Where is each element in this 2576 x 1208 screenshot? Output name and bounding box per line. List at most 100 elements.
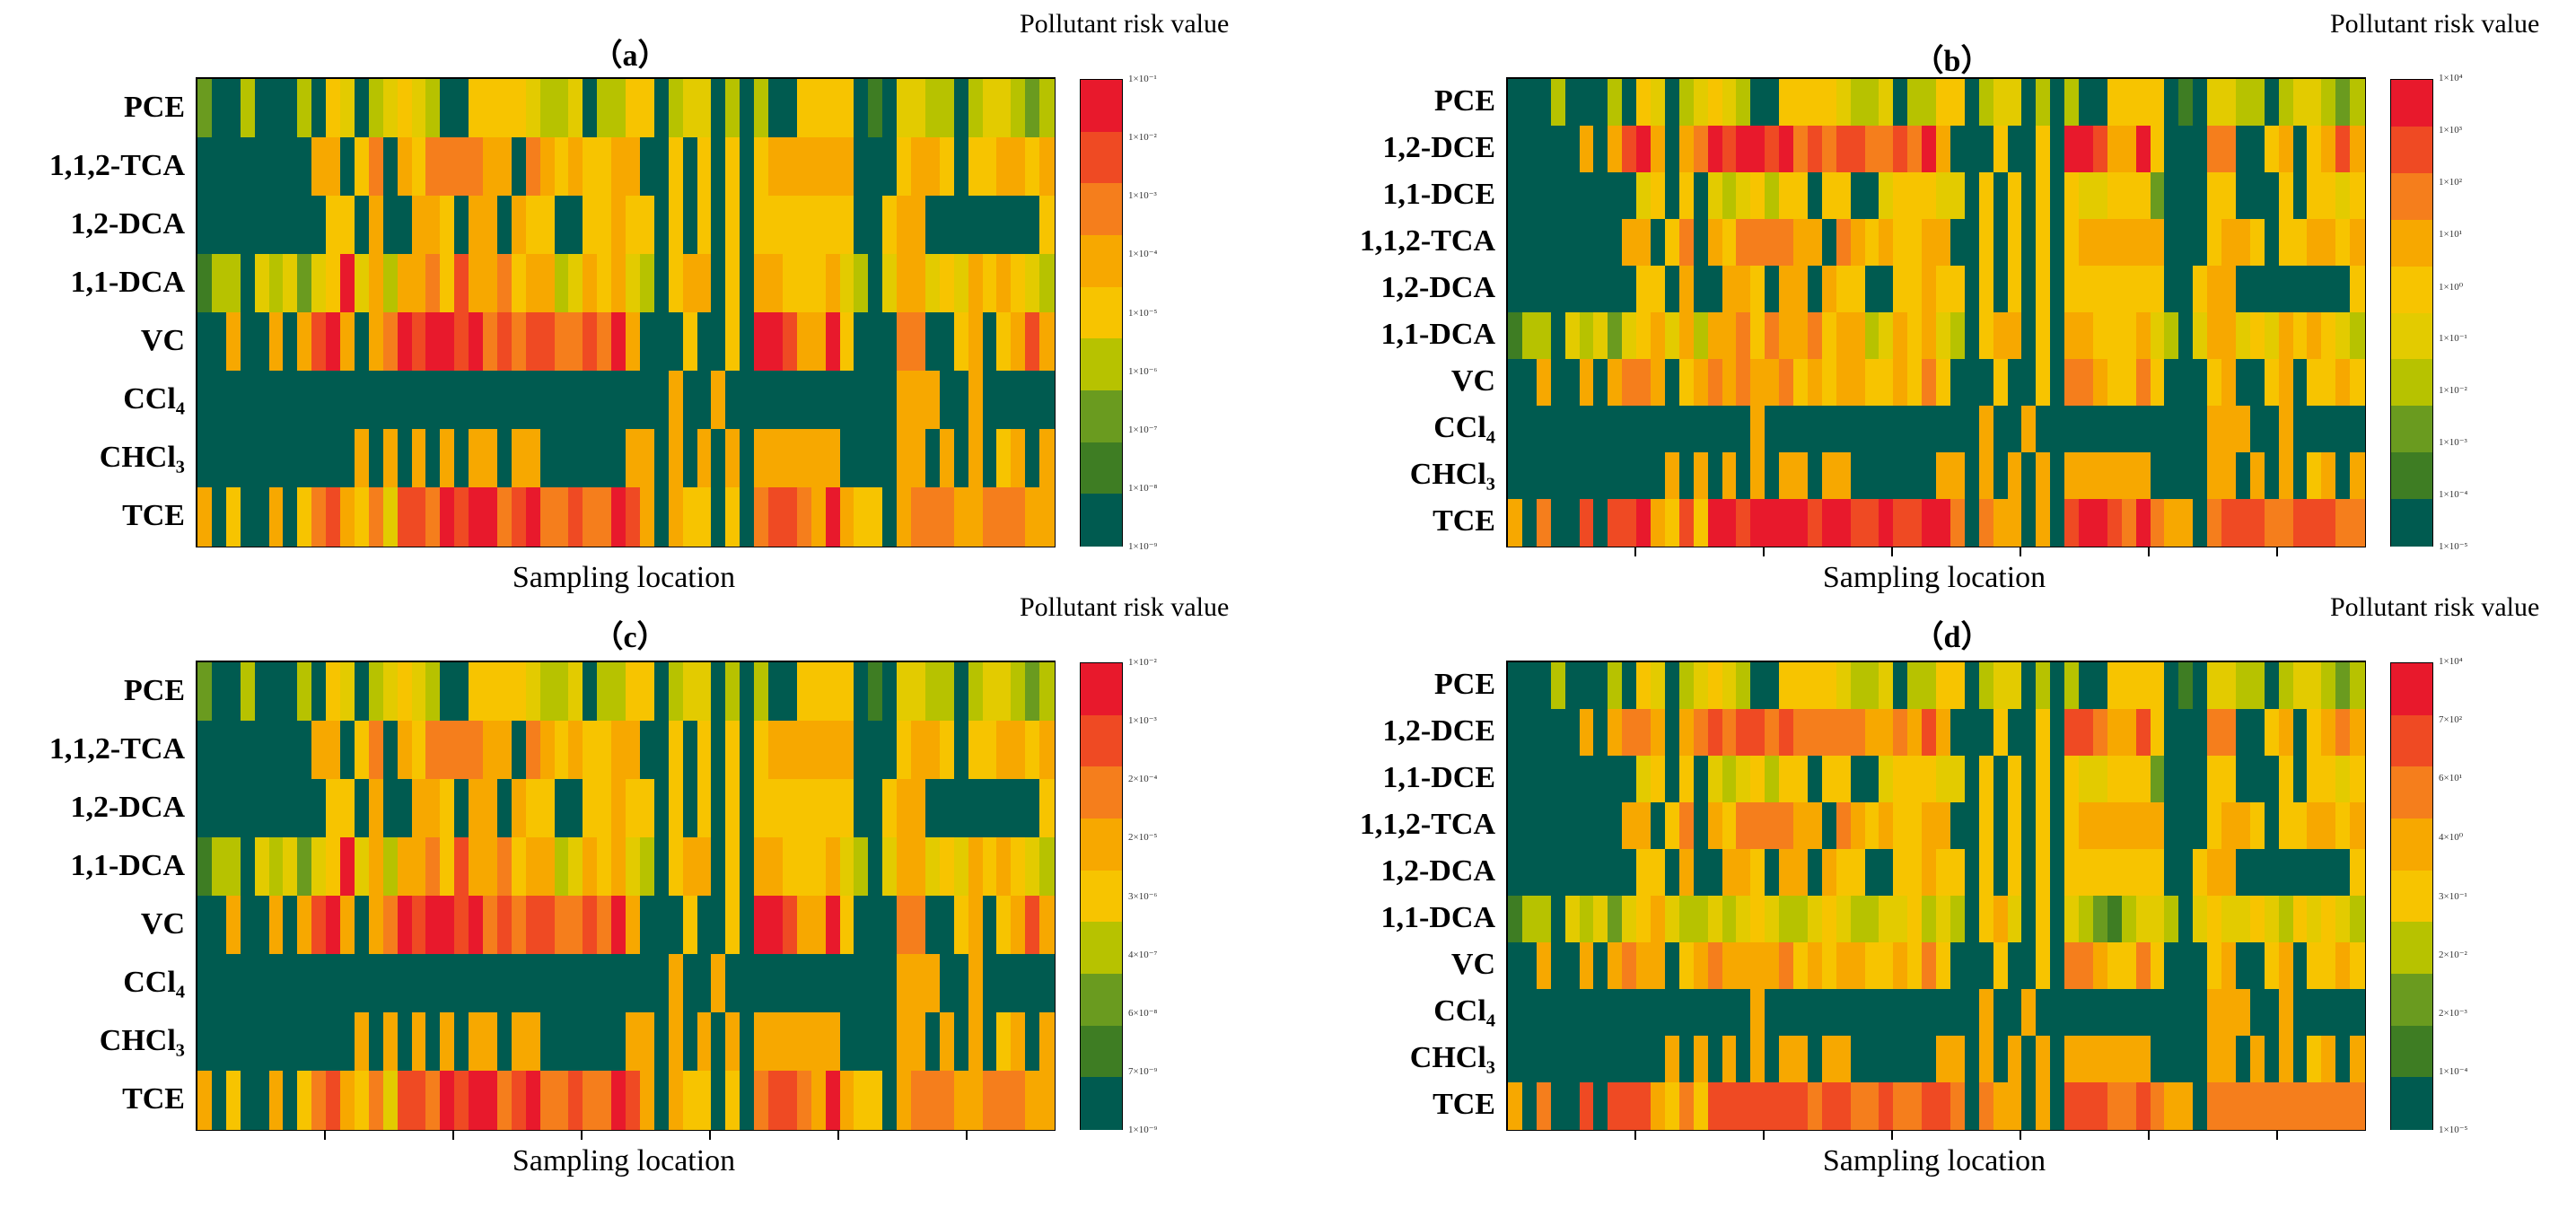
heatmap-cell bbox=[340, 662, 355, 722]
heatmap-cell bbox=[1850, 942, 1866, 990]
heatmap-cell bbox=[2249, 219, 2265, 267]
heatmap-cell bbox=[668, 254, 684, 313]
heatmap-cell bbox=[554, 954, 569, 1013]
heatmap-cell bbox=[297, 896, 312, 955]
heatmap-cell bbox=[340, 137, 355, 197]
heatmap-cell bbox=[682, 721, 698, 780]
heatmap-cell bbox=[1864, 802, 1879, 850]
heatmap-cell bbox=[2278, 662, 2294, 710]
heatmap-cell bbox=[682, 662, 698, 722]
heatmap-cell bbox=[1579, 942, 1594, 990]
heatmap-cell bbox=[1622, 1082, 1637, 1130]
heatmap-cell bbox=[2050, 1082, 2065, 1130]
heatmap-cell bbox=[1750, 79, 1766, 127]
heatmap-cell bbox=[1793, 79, 1809, 127]
heatmap-cell bbox=[653, 1012, 670, 1072]
heatmap-cell bbox=[1850, 662, 1866, 710]
heatmap-cell bbox=[1879, 452, 1894, 500]
heatmap-cell bbox=[1750, 709, 1766, 757]
heatmap-cell bbox=[2121, 126, 2137, 173]
heatmap-cell bbox=[2221, 499, 2237, 547]
heatmap-cell bbox=[440, 254, 455, 313]
heatmap-cell bbox=[1907, 312, 1923, 360]
heatmap-cell bbox=[882, 721, 898, 780]
heatmap-cell bbox=[2107, 709, 2123, 757]
heatmap-cell bbox=[1850, 849, 1866, 897]
heatmap-cell bbox=[968, 79, 984, 138]
heatmap-cell bbox=[1765, 802, 1780, 850]
heatmap-cell bbox=[668, 779, 684, 838]
heatmap-cell bbox=[2249, 266, 2265, 313]
heatmap-cell bbox=[782, 721, 798, 780]
heatmap-cell bbox=[354, 954, 370, 1013]
heatmap-cell bbox=[1039, 1012, 1055, 1072]
heatmap-cell bbox=[1936, 406, 1951, 453]
heatmap-cell bbox=[2050, 662, 2065, 710]
heatmap-cell bbox=[1521, 172, 1538, 220]
heatmap-cell bbox=[1722, 266, 1737, 313]
heatmap-cell bbox=[868, 79, 883, 138]
heatmap-cell bbox=[1993, 79, 2009, 127]
heatmap-cell bbox=[1850, 452, 1866, 500]
heatmap-cell bbox=[2350, 126, 2365, 173]
heatmap-cell bbox=[996, 662, 1012, 722]
heatmap-cell bbox=[2150, 219, 2165, 267]
heatmap-cell bbox=[326, 837, 341, 897]
heatmap-cell bbox=[1950, 662, 1966, 710]
heatmap-cell bbox=[225, 1012, 241, 1072]
heatmap-cell bbox=[469, 196, 484, 255]
colorbar-tick-label: 4×10⁰ bbox=[2439, 832, 2464, 844]
heatmap-cell bbox=[397, 662, 413, 722]
heatmap-cell bbox=[2249, 849, 2265, 897]
heatmap-cell bbox=[425, 429, 441, 488]
heatmap-cell bbox=[2036, 219, 2051, 267]
heatmap-cell bbox=[1651, 452, 1666, 500]
heatmap-cell bbox=[425, 254, 441, 313]
y-tick-label: PCE bbox=[124, 90, 185, 124]
heatmap-cell bbox=[1807, 989, 1823, 1037]
heatmap-cell bbox=[268, 137, 284, 197]
heatmap-cell bbox=[2278, 896, 2294, 943]
heatmap-cell bbox=[711, 254, 726, 313]
heatmap-cell bbox=[311, 662, 327, 722]
heatmap-cell bbox=[2079, 219, 2094, 267]
heatmap-cell bbox=[2207, 266, 2222, 313]
heatmap-cell bbox=[1579, 1036, 1594, 1083]
heatmap-cell bbox=[1864, 172, 1879, 220]
heatmap-cell bbox=[2350, 802, 2365, 850]
heatmap-cell bbox=[2193, 1036, 2208, 1083]
heatmap-cell bbox=[2235, 896, 2251, 943]
heatmap-cell bbox=[1807, 452, 1823, 500]
heatmap-cell bbox=[2207, 849, 2222, 897]
heatmap-cell bbox=[2079, 499, 2094, 547]
heatmap-cell bbox=[924, 137, 941, 197]
heatmap-cell bbox=[440, 137, 455, 197]
heatmap-cell bbox=[953, 137, 969, 197]
heatmap-cell bbox=[511, 137, 527, 197]
heatmap-cell bbox=[825, 837, 841, 897]
heatmap-cell bbox=[782, 487, 798, 547]
heatmap-cell bbox=[1765, 406, 1780, 453]
heatmap-cell bbox=[2064, 662, 2080, 710]
heatmap-cell bbox=[2278, 359, 2294, 407]
heatmap-cell bbox=[1893, 266, 1908, 313]
heatmap-cell bbox=[825, 662, 841, 722]
heatmap-cell bbox=[1907, 359, 1923, 407]
heatmap-cell bbox=[2121, 172, 2137, 220]
heatmap-cell bbox=[982, 662, 997, 722]
heatmap-cell bbox=[2235, 266, 2251, 313]
heatmap-cell bbox=[2221, 1036, 2237, 1083]
heatmap-cell bbox=[1622, 266, 1637, 313]
heatmap-cell bbox=[2079, 126, 2094, 173]
heatmap-cell bbox=[2150, 802, 2165, 850]
heatmap-cell bbox=[1807, 359, 1823, 407]
heatmap-cell bbox=[2335, 312, 2351, 360]
heatmap-cell bbox=[297, 954, 312, 1013]
heatmap-cell bbox=[1907, 499, 1923, 547]
heatmap-cell bbox=[197, 137, 213, 197]
heatmap-cell bbox=[868, 1012, 883, 1072]
heatmap-cell bbox=[197, 721, 213, 780]
heatmap-cell bbox=[982, 312, 997, 372]
heatmap-cell bbox=[411, 721, 426, 780]
heatmap-cell bbox=[1936, 126, 1951, 173]
